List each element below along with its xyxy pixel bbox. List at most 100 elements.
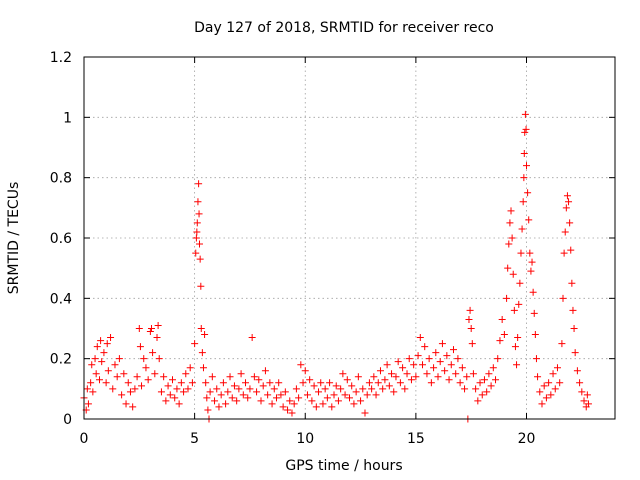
data-point [573, 367, 581, 375]
data-point [407, 376, 415, 384]
data-point [567, 246, 575, 254]
data-point [341, 391, 349, 399]
data-point [531, 331, 539, 339]
data-point [463, 373, 471, 381]
data-point [474, 397, 482, 405]
data-point [310, 382, 318, 390]
data-point [92, 370, 100, 378]
data-point [275, 379, 283, 387]
data-point [483, 388, 491, 396]
data-point [84, 400, 92, 408]
data-point [363, 391, 371, 399]
data-point [529, 288, 537, 296]
data-point [146, 328, 154, 336]
data-point [405, 355, 413, 363]
data-point [339, 370, 347, 378]
data-point [147, 325, 155, 332]
data-point [246, 385, 254, 393]
data-point [107, 334, 115, 342]
data-point [93, 343, 101, 351]
data-point [98, 358, 106, 366]
y-axis-label: SRMTID / TECUs [6, 182, 22, 295]
data-point [449, 346, 457, 354]
data-point [392, 373, 400, 381]
data-point [456, 379, 464, 387]
data-point [485, 370, 493, 378]
data-point [432, 349, 440, 357]
data-point [436, 358, 444, 366]
data-point [95, 376, 103, 384]
data-point [427, 379, 435, 387]
data-point [217, 391, 225, 399]
data-point [233, 397, 241, 405]
data-point [230, 382, 238, 390]
x-tick-label: 10 [296, 431, 314, 447]
data-point [208, 373, 216, 381]
data-point [374, 379, 382, 387]
data-point [516, 279, 524, 287]
data-point [264, 391, 272, 399]
data-point [129, 403, 137, 411]
data-point [261, 367, 269, 375]
data-point [122, 400, 130, 408]
data-point [182, 370, 190, 378]
data-point [519, 198, 527, 206]
data-point [506, 219, 514, 227]
y-tick-label: 0.4 [50, 291, 72, 307]
data-point [447, 361, 455, 369]
data-point [438, 340, 446, 348]
data-point [576, 379, 584, 387]
data-point [319, 400, 327, 408]
data-point [160, 373, 168, 381]
x-axis-label: GPS time / hours [285, 458, 402, 474]
data-point [372, 391, 380, 399]
data-point [445, 376, 453, 384]
data-point [299, 379, 307, 387]
data-point [412, 373, 420, 381]
data-point [365, 379, 373, 387]
data-point [563, 192, 571, 200]
data-point [109, 385, 117, 393]
data-point [561, 228, 569, 236]
data-point [560, 249, 568, 257]
data-point [348, 382, 356, 390]
data-point [566, 219, 574, 227]
data-point [270, 385, 278, 393]
data-point [530, 309, 538, 317]
data-point [492, 376, 500, 384]
data-point [308, 397, 316, 405]
data-point [396, 379, 404, 387]
data-point [192, 234, 200, 242]
data-point [136, 343, 144, 351]
data-point [326, 379, 334, 387]
data-point [525, 216, 533, 224]
data-point [202, 379, 210, 387]
data-point [416, 334, 424, 342]
data-point [297, 361, 305, 369]
data-point [151, 370, 159, 378]
data-point [321, 385, 329, 393]
data-point [184, 385, 192, 393]
data-point [173, 385, 181, 393]
data-point [480, 376, 488, 384]
data-point [259, 382, 267, 390]
data-point [465, 315, 473, 323]
data-point [361, 409, 369, 417]
data-point [494, 355, 502, 363]
x-axis-ticks: 0 5 10 15 20 [80, 57, 535, 447]
y-tick-label: 0.6 [50, 231, 72, 247]
data-point [144, 376, 152, 384]
x-tick-label: 15 [407, 431, 425, 447]
data-point [414, 352, 422, 360]
data-point [206, 388, 214, 396]
data-point [268, 400, 276, 408]
data-point [500, 331, 508, 339]
data-point [357, 397, 365, 405]
data-point [350, 400, 358, 408]
data-point [556, 379, 564, 387]
data-point [153, 334, 161, 342]
data-point [155, 355, 163, 363]
data-point [538, 400, 546, 408]
data-point [197, 282, 205, 290]
data-point [290, 400, 298, 408]
